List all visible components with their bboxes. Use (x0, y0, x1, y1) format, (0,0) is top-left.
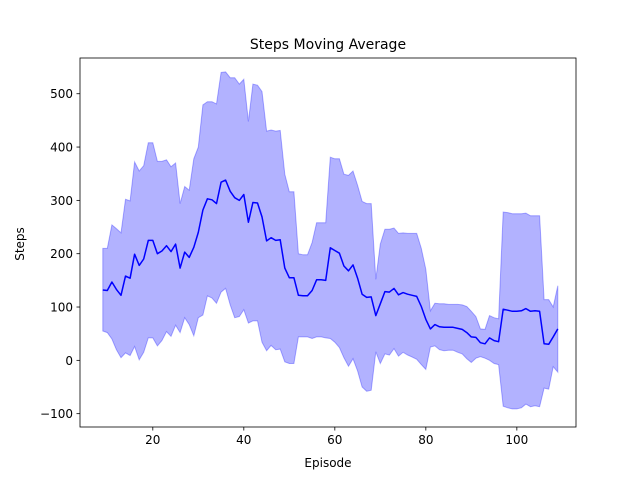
axes: 20 40 60 80 100 −100 0 100 200 300 400 500 (40, 57, 577, 447)
y-tick-label: −100 (40, 407, 73, 421)
x-tick-label: 100 (505, 433, 528, 447)
std-band-area (102, 71, 559, 410)
chart-title: Steps Moving Average (250, 37, 406, 53)
y-tick-label: 300 (50, 194, 73, 208)
y-tick-label: 400 (50, 141, 73, 155)
y-axis-label: Steps (13, 227, 27, 261)
y-tick-label: 500 (50, 87, 73, 101)
axes-frame (79, 57, 577, 428)
y-tick-label: 100 (50, 301, 73, 315)
y-tick-label: 200 (50, 247, 73, 261)
x-tick-label: 20 (145, 433, 160, 447)
moving-average-line (102, 179, 559, 346)
x-axis-label: Episode (304, 456, 351, 470)
plot-area (102, 71, 559, 410)
x-tick-label: 80 (418, 433, 433, 447)
x-tick-label: 40 (236, 433, 251, 447)
y-tick-label: 0 (65, 354, 73, 368)
x-tick-label: 60 (327, 433, 342, 447)
